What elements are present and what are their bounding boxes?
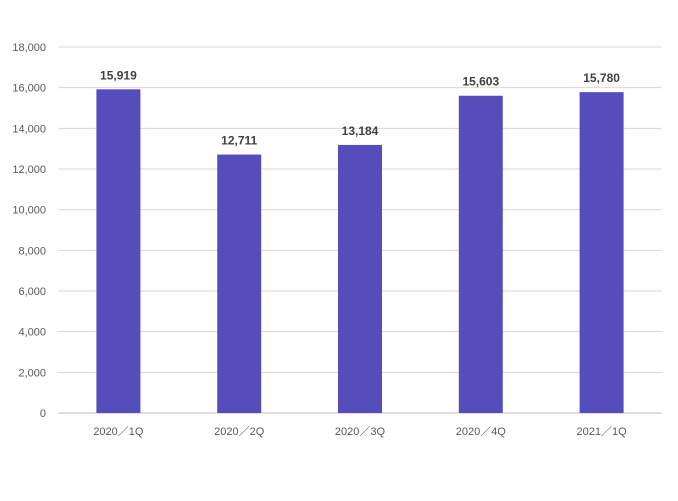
- x-tick-label: 2020／1Q: [93, 425, 144, 438]
- x-tick-label: 2020／2Q: [214, 425, 265, 438]
- y-tick-label: 16,000: [12, 83, 46, 95]
- data-labels: 15,919 12,711 13,184 15,603 15,780: [100, 68, 620, 147]
- data-label: 15,919: [100, 68, 137, 82]
- x-tick-label: 2020／4Q: [456, 425, 507, 438]
- data-label: 12,711: [221, 134, 257, 148]
- bars: [96, 89, 624, 414]
- data-label: 15,603: [462, 75, 499, 89]
- y-tick-label: 18,000: [12, 42, 46, 54]
- y-tick-label: 6,000: [18, 286, 46, 298]
- data-label: 15,780: [583, 71, 620, 85]
- x-axis-ticks: 2020／1Q 2020／2Q 2020／3Q 2020／4Q 2021／1Q: [93, 425, 627, 438]
- y-tick-label: 12,000: [12, 164, 46, 176]
- y-tick-label: 10,000: [12, 205, 46, 217]
- data-label: 13,184: [342, 124, 379, 138]
- x-tick-label: 2021／1Q: [577, 425, 628, 438]
- y-tick-label: 14,000: [12, 123, 46, 135]
- bar: [579, 92, 624, 413]
- bar: [338, 144, 382, 413]
- x-tick-label: 2020／3Q: [335, 425, 386, 438]
- y-tick-label: 8,000: [18, 245, 46, 257]
- y-tick-label: 4,000: [18, 327, 46, 339]
- y-tick-label: 0: [40, 408, 46, 420]
- bar: [458, 95, 503, 413]
- bar: [217, 154, 262, 413]
- y-axis-ticks: 0 2,000 4,000 6,000 8,000 10,000 12,000 14,000 1…: [12, 42, 46, 420]
- bar: [96, 89, 141, 414]
- y-tick-label: 2,000: [18, 367, 46, 379]
